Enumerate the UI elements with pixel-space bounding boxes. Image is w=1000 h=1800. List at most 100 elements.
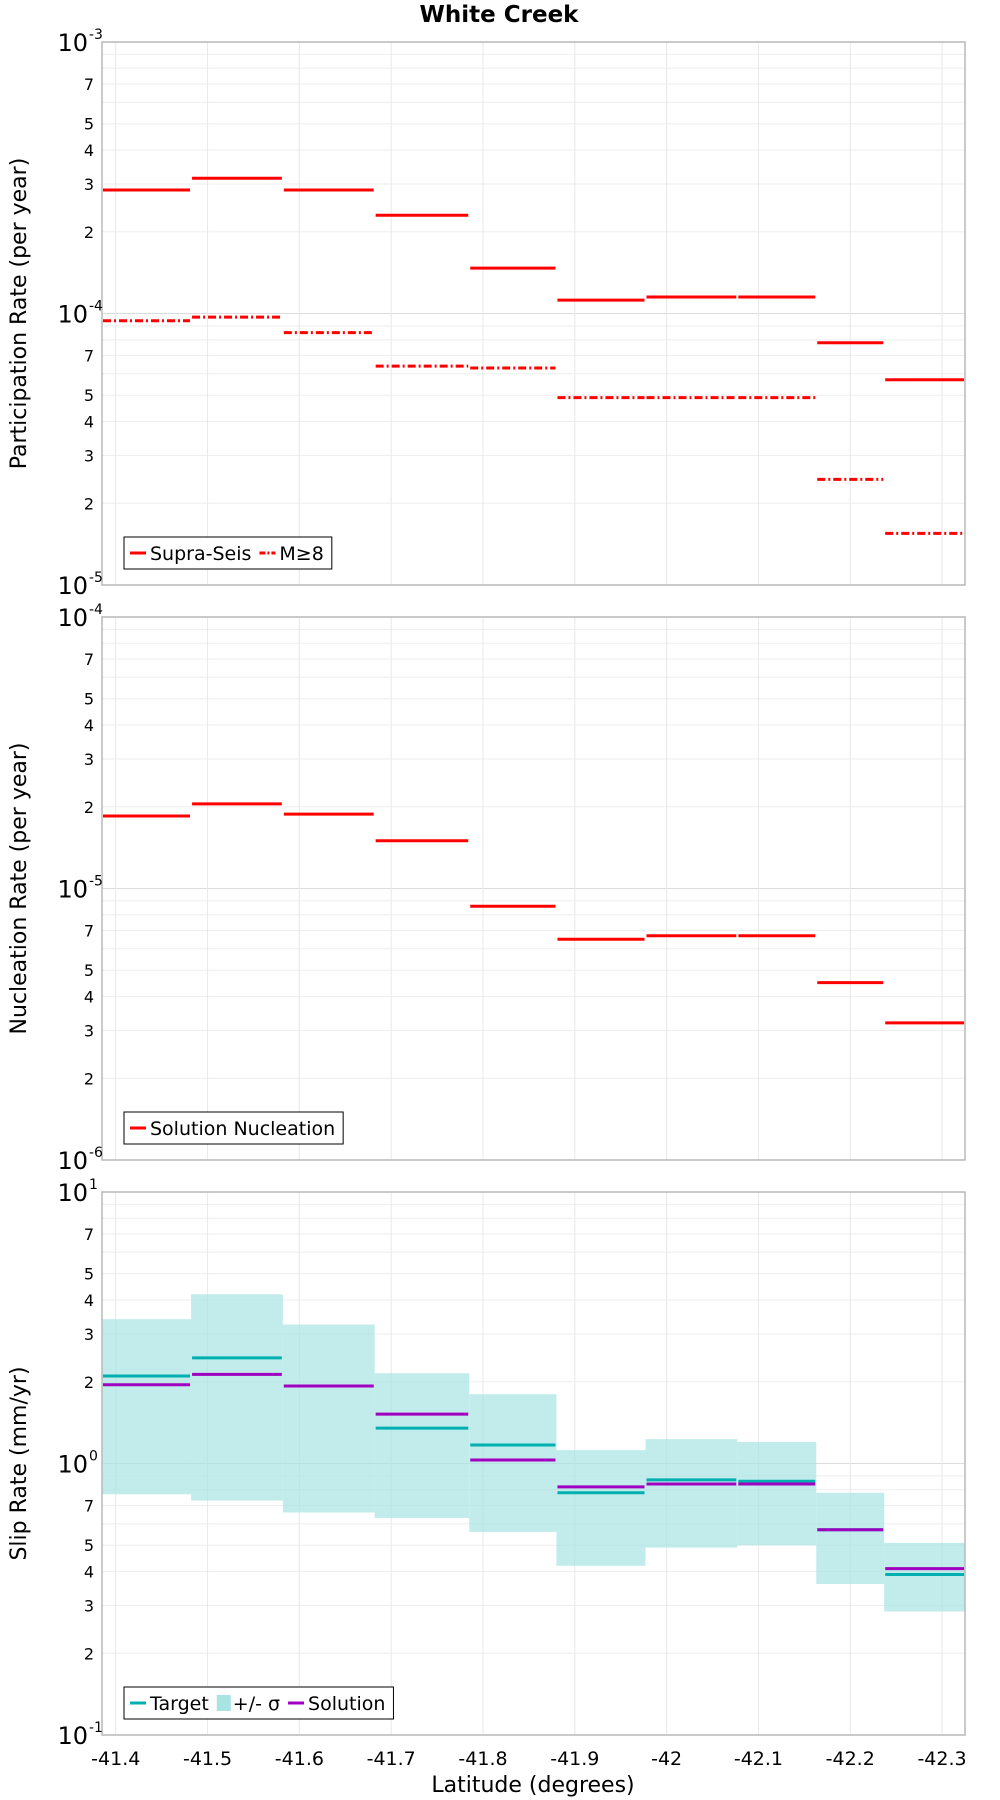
- y-tick-label-minor: 4: [84, 1563, 94, 1582]
- legend-label: Solution: [308, 1693, 385, 1715]
- band-segment: [191, 1294, 283, 1501]
- y-tick-label-major: 10: [57, 572, 88, 600]
- legend-box: [123, 1111, 344, 1145]
- band-segment: [645, 1439, 738, 1548]
- y-axis-label: Slip Rate (mm/yr): [7, 1366, 32, 1560]
- band--: [102, 1294, 965, 1612]
- y-axis-label: Nucleation Rate (per year): [7, 743, 32, 1035]
- grid: [102, 42, 965, 586]
- legend-box: [123, 536, 333, 570]
- y-tick-label-major: 10: [57, 604, 88, 632]
- y-axis-label: Participation Rate (per year): [7, 158, 32, 470]
- y-tick-label-minor: 7: [84, 347, 94, 366]
- y-tick-label-minor: 4: [84, 413, 94, 432]
- y-tick-label-major: 10: [57, 1722, 88, 1750]
- y-tick-label-minor: 2: [84, 1373, 94, 1392]
- series-supra-seis: [103, 176, 964, 382]
- legend-box: [123, 1686, 394, 1720]
- y-tick-label-minor: 4: [84, 1291, 94, 1310]
- legend-label: Solution Nucleation: [150, 1118, 335, 1140]
- y-tick-label-exponent: -3: [89, 27, 103, 43]
- y-tick-label-exponent: -4: [89, 602, 103, 618]
- plot-frame: [101, 616, 966, 1161]
- y-tick-label-major: 10: [57, 301, 88, 329]
- y-tick-label-major: 10: [57, 1451, 88, 1479]
- y-tick-label-minor: 3: [84, 1021, 94, 1040]
- y-tick-label-exponent: -4: [89, 299, 103, 315]
- x-tick-label: -42.1: [734, 1748, 783, 1770]
- plot-frame: [101, 41, 966, 586]
- y-tick-label-minor: 3: [84, 1596, 94, 1615]
- series-solution-nucleation: [103, 802, 964, 1025]
- band-segment: [282, 1324, 375, 1513]
- y-tick-label-minor: 7: [84, 1497, 94, 1516]
- legend-label: M≥8: [279, 543, 323, 565]
- band-segment: [556, 1450, 646, 1566]
- y-tick-label-exponent: -5: [89, 874, 103, 890]
- x-tick-label: -41.8: [458, 1748, 507, 1770]
- x-tick-label: -41.7: [367, 1748, 416, 1770]
- y-tick-label-exponent: -5: [89, 570, 103, 586]
- legend-label: Supra-Seis: [150, 543, 251, 565]
- series-solution: [103, 1372, 964, 1571]
- series-m-8: [103, 315, 964, 535]
- y-tick-label-minor: 3: [84, 750, 94, 769]
- band-segment: [374, 1373, 470, 1518]
- y-tick-label-major: 10: [57, 1147, 88, 1175]
- y-tick-label-minor: 2: [84, 1644, 94, 1663]
- legend: Solution Nucleation: [123, 1111, 344, 1145]
- y-tick-label-minor: 4: [84, 988, 94, 1007]
- y-tick-label-minor: 5: [84, 1536, 94, 1555]
- y-tick-label-minor: 3: [84, 1325, 94, 1344]
- x-tick-label: -42: [651, 1748, 682, 1770]
- legend: Supra-Seis M≥8: [123, 536, 333, 570]
- y-tick-label-minor: 7: [84, 922, 94, 941]
- y-tick-label-exponent: -1: [89, 1720, 103, 1736]
- y-tick-label-exponent: -6: [89, 1145, 103, 1161]
- legend: Target +/- σ Solution: [123, 1686, 394, 1720]
- x-tick-label: -42.3: [917, 1748, 966, 1770]
- y-tick-label-major: 10: [57, 876, 88, 904]
- band-segment: [469, 1394, 557, 1532]
- y-tick-label-minor: 4: [84, 141, 94, 160]
- y-tick-label-minor: 7: [84, 650, 94, 669]
- y-tick-label-minor: 4: [84, 716, 94, 735]
- y-tick-label-minor: 2: [84, 223, 94, 242]
- figure-title: White Creek: [420, 2, 580, 28]
- legend-swatch: [216, 1695, 231, 1711]
- x-tick-label: -41.6: [275, 1748, 324, 1770]
- y-tick-label-minor: 7: [84, 75, 94, 94]
- y-tick-label-minor: 2: [84, 798, 94, 817]
- band-segment: [102, 1319, 192, 1495]
- band-segment: [884, 1542, 965, 1612]
- y-tick-label-minor: 5: [84, 961, 94, 980]
- y-tick-label-minor: 7: [84, 1225, 94, 1244]
- x-tick-labels: -41.4 -41.5 -41.6 -41.7 -41.8 -41.9 -42 -42.1 -4…: [91, 1748, 966, 1770]
- y-tick-label-major: 10: [57, 29, 88, 57]
- y-tick-label-exponent: 0: [89, 1449, 98, 1465]
- y-tick-label-minor: 5: [84, 115, 94, 134]
- legend-label: Target: [149, 1693, 209, 1715]
- y-tick-label-minor: 2: [84, 1069, 94, 1088]
- y-tick-label-minor: 5: [84, 690, 94, 709]
- x-axis-label: Latitude (degrees): [431, 1773, 634, 1798]
- band-segment: [737, 1442, 817, 1546]
- x-tick-label: -41.9: [550, 1748, 599, 1770]
- y-tick-label-exponent: 1: [89, 1177, 98, 1193]
- band-segment: [816, 1492, 885, 1584]
- x-tick-label: -41.4: [91, 1748, 140, 1770]
- y-tick-label-minor: 3: [84, 175, 94, 194]
- legend-label: +/- σ: [233, 1693, 280, 1715]
- y-tick-label-major: 10: [57, 1179, 88, 1207]
- grid: [102, 617, 965, 1161]
- y-tick-label-minor: 5: [84, 1265, 94, 1284]
- x-tick-label: -42.2: [826, 1748, 875, 1770]
- y-tick-label-minor: 5: [84, 386, 94, 405]
- y-tick-label-minor: 3: [84, 446, 94, 465]
- plot-frame: [101, 1191, 966, 1736]
